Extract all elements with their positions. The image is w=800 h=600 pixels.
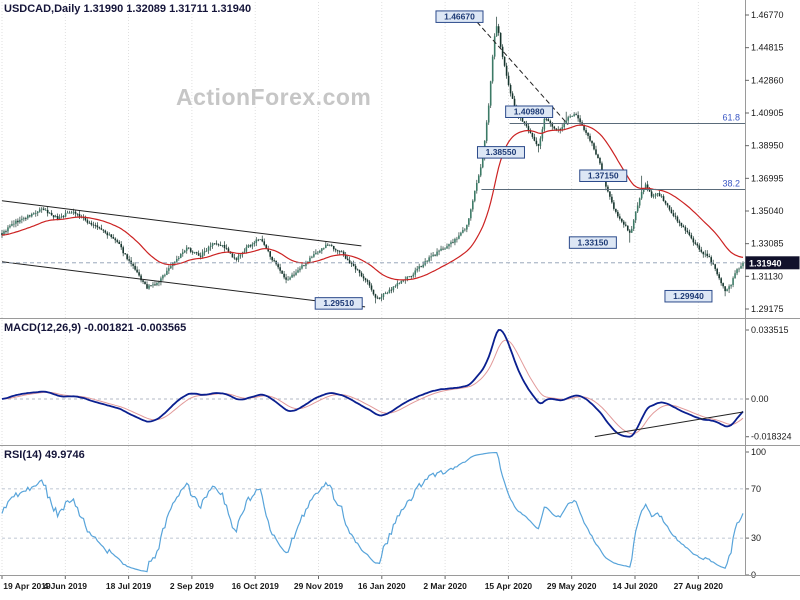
rsi-axis-label: 70 [751, 484, 761, 494]
price-axis-label: 1.38950 [751, 141, 784, 151]
macd-signal-line [1, 339, 744, 435]
moving-average-line [1, 124, 744, 281]
price-axis-label: 1.31130 [751, 271, 783, 281]
price-callout-box [314, 297, 363, 310]
candles-up [3, 26, 744, 299]
macd-panel: 0.033515 0.00 -0.018324 [1, 325, 792, 442]
date-tick-label: 4 Jun 2019 [44, 581, 88, 591]
candle-wicks [1, 16, 744, 304]
price-callout-label: 1.37150 [588, 170, 619, 180]
price-axis-label: 1.44815 [751, 43, 784, 53]
rsi-axis-label: 30 [751, 533, 761, 543]
date-tick-label: 29 May 2020 [547, 581, 597, 591]
watermark: ActionForex.com [176, 84, 372, 110]
date-tick-label: 16 Oct 2019 [232, 581, 280, 591]
price-callout-box [435, 10, 484, 23]
price-axis: 1.46770 1.44815 1.42860 1.40905 1.38950 1.369… [745, 10, 800, 314]
price-axis-label: 1.46770 [751, 10, 784, 20]
candlestick-series [1, 16, 744, 304]
date-tick-label: 16 Jan 2020 [358, 581, 406, 591]
current-price-tag [745, 256, 800, 270]
price-callout-box [476, 146, 525, 159]
price-callout-label: 1.29510 [323, 298, 354, 308]
price-callout-box [579, 169, 628, 182]
ma-path [1, 124, 744, 281]
price-callout-label: 1.40980 [514, 106, 545, 116]
grid-lines [1, 2, 699, 575]
macd-trendline[interactable] [594, 411, 744, 438]
trendline[interactable] [1, 261, 366, 308]
price-callout-label: 1.46670 [444, 11, 475, 21]
date-tick-label: 27 Aug 2020 [674, 581, 724, 591]
rsi-axis-label: 100 [751, 447, 766, 457]
price-axis-label: 1.40905 [751, 108, 784, 118]
fib-level-label: 38.2 [722, 178, 740, 188]
rsi-panel: 10070300 [1, 447, 766, 580]
rsi-header: RSI(14) 49.9746 [4, 449, 85, 461]
price-axis-label: 1.33085 [751, 239, 784, 249]
overlay-lines: 61.8 38.2 [1, 21, 745, 308]
macd-axis-label: 0.033515 [751, 325, 789, 335]
price-axis-label: 1.36995 [751, 173, 784, 183]
macd-header: MACD(12,26,9) -0.001821 -0.003565 [4, 322, 187, 334]
date-tick-label: 19 Apr 2019 [3, 581, 51, 591]
macd-line [1, 329, 744, 438]
price-callout-label: 1.29940 [673, 291, 704, 301]
price-axis-label: 1.42860 [751, 75, 784, 85]
fib-level-label: 61.8 [722, 112, 740, 122]
price-callouts: 1.46670 1.40980 1.38550 1.37150 1.33150 1.299… [314, 10, 713, 310]
macd-axis-label: 0.00 [751, 394, 769, 404]
price-callout-label: 1.38550 [486, 147, 517, 157]
panel-separators [0, 0, 800, 576]
rsi-line [1, 452, 744, 573]
date-tick-label: 14 Jul 2020 [612, 581, 658, 591]
price-callout-box [568, 236, 617, 249]
date-tick-label: 18 Jul 2019 [106, 581, 152, 591]
date-tick-label: 2 Mar 2020 [423, 581, 467, 591]
price-callout-box [505, 105, 554, 118]
date-tick-label: 29 Nov 2019 [294, 581, 343, 591]
date-tick-label: 15 Apr 2020 [485, 581, 533, 591]
macd-axis-label: -0.018324 [751, 432, 792, 442]
trendline[interactable] [1, 200, 362, 247]
current-price-tag-label: 1.31940 [749, 258, 782, 268]
price-callout-box [664, 289, 713, 303]
price-axis-label: 1.35040 [751, 206, 784, 216]
candles-down [1, 26, 726, 299]
price-axis-label: 1.29175 [751, 304, 784, 314]
date-tick-label: 2 Sep 2019 [170, 581, 214, 591]
price-callout-label: 1.33150 [578, 237, 609, 247]
symbol-ohlc-header: USDCAD,Daily 1.31990 1.32089 1.31711 1.3… [4, 3, 252, 15]
